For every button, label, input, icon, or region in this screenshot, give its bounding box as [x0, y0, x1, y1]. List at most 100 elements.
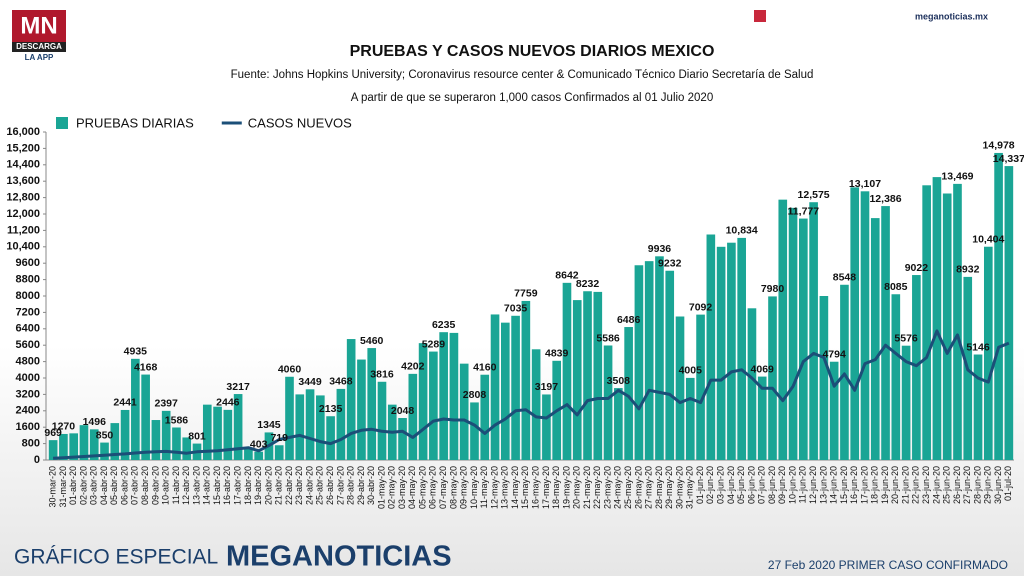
- x-tick-label: 12-may-20: [489, 466, 499, 509]
- bar: [141, 374, 150, 460]
- bar: [778, 199, 788, 460]
- bar: [737, 237, 746, 460]
- bar: [202, 404, 212, 460]
- x-tick-label: 07-may-20: [438, 466, 448, 509]
- x-tick-label: 09-abr-20: [150, 466, 160, 505]
- y-tick-label: 16,000: [6, 126, 40, 138]
- data-label: 5576: [894, 332, 918, 344]
- x-tick-label: 06-jun-20: [746, 466, 756, 504]
- x-tick-label: 05-may-20: [417, 466, 427, 509]
- y-tick-label: 4800: [16, 356, 40, 368]
- data-label: 4168: [134, 361, 158, 373]
- data-label: 2397: [155, 398, 179, 410]
- data-label: 4839: [545, 348, 569, 360]
- bar: [182, 437, 192, 460]
- bar: [511, 315, 520, 460]
- x-tick-label: 20-abr-20: [263, 466, 273, 505]
- x-tick-label: 21-abr-20: [274, 466, 284, 505]
- bar: [572, 300, 582, 460]
- data-label: 9936: [648, 243, 672, 255]
- bar: [254, 451, 263, 460]
- x-tick-label: 19-may-20: [561, 466, 571, 509]
- bar: [100, 442, 109, 460]
- x-tick-label: 10-may-20: [469, 466, 479, 509]
- x-tick-label: 29-abr-20: [356, 466, 366, 505]
- x-tick-label: 08-may-20: [448, 466, 458, 509]
- bar: [757, 376, 767, 460]
- data-label: 3197: [535, 381, 559, 393]
- data-label: 2135: [319, 403, 343, 415]
- y-tick-label: 7200: [16, 306, 40, 318]
- bar: [470, 402, 479, 460]
- x-tick-label: 03-jun-20: [715, 466, 725, 504]
- y-tick-label: 6400: [16, 323, 40, 335]
- x-tick-label: 01-abr-20: [68, 466, 78, 505]
- bar: [655, 256, 664, 460]
- x-tick-label: 09-may-20: [459, 466, 469, 509]
- bar: [973, 354, 983, 460]
- x-tick-label: 14-abr-20: [202, 466, 212, 505]
- bar: [69, 433, 79, 460]
- site: meganoticias.mx: [915, 11, 988, 21]
- data-label: 5289: [422, 338, 446, 350]
- data-label: 2808: [463, 389, 487, 401]
- x-tick-label: 18-may-20: [551, 466, 561, 509]
- footer-brand: MEGANOTICIAS: [226, 541, 452, 573]
- data-label: 5460: [360, 335, 384, 347]
- bar: [490, 314, 500, 460]
- bar: [223, 409, 233, 460]
- data-label: 4794: [822, 349, 846, 361]
- bar: [531, 349, 541, 460]
- x-tick-label: 04-abr-20: [99, 466, 109, 505]
- logo: MN: [20, 12, 57, 39]
- bar: [665, 270, 675, 460]
- x-tick-label: 31-mar-20: [58, 466, 68, 508]
- data-label: 2441: [113, 397, 137, 409]
- y-tick-label: 12,000: [6, 208, 40, 220]
- x-tick-label: 02-jun-20: [705, 466, 715, 504]
- x-tick-label: 20-may-20: [572, 466, 582, 509]
- data-label: 1586: [165, 414, 189, 426]
- x-tick-label: 27-abr-20: [335, 466, 345, 505]
- bar: [685, 377, 695, 460]
- data-label: 14,337: [993, 153, 1024, 165]
- x-tick-label: 05-abr-20: [109, 466, 119, 505]
- data-label: 7759: [514, 288, 538, 300]
- bar: [161, 410, 171, 460]
- data-label: 2048: [391, 405, 415, 417]
- bar: [706, 234, 716, 460]
- data-label: 5146: [966, 341, 990, 353]
- x-tick-label: 28-may-20: [654, 466, 664, 509]
- y-tick-label: 8800: [16, 274, 40, 286]
- x-tick-label: 26-abr-20: [325, 466, 335, 505]
- logo-box: [12, 10, 66, 42]
- y-tick-label: 3200: [16, 388, 40, 400]
- bar: [593, 291, 603, 460]
- legend-swatch: [56, 117, 68, 129]
- bar: [398, 418, 407, 460]
- data-label: 6486: [617, 314, 641, 326]
- x-tick-label: 28-abr-20: [346, 466, 356, 505]
- bar: [439, 332, 448, 460]
- bar: [131, 358, 140, 460]
- y-tick-label: 10,400: [6, 241, 40, 253]
- bar: [449, 332, 459, 460]
- bar: [172, 427, 181, 460]
- x-tick-label: 30-jun-20: [993, 466, 1003, 504]
- bar: [79, 425, 89, 460]
- x-tick-label: 06-may-20: [428, 466, 438, 509]
- bar: [244, 447, 253, 460]
- x-tick-label: 02-may-20: [387, 466, 397, 509]
- x-tick-label: 24-jun-20: [931, 466, 941, 504]
- x-tick-label: 16-may-20: [531, 466, 541, 509]
- bar: [542, 394, 551, 460]
- x-tick-label: 26-jun-20: [952, 466, 962, 504]
- bar: [59, 433, 68, 460]
- bar: [881, 206, 890, 460]
- x-tick-label: 04-may-20: [407, 466, 417, 509]
- footer-left: GRÁFICO ESPECIAL: [14, 546, 218, 569]
- data-label: 403: [250, 439, 268, 451]
- bar: [89, 429, 99, 460]
- x-tick-label: 03-may-20: [397, 466, 407, 509]
- data-label: 9022: [905, 262, 929, 274]
